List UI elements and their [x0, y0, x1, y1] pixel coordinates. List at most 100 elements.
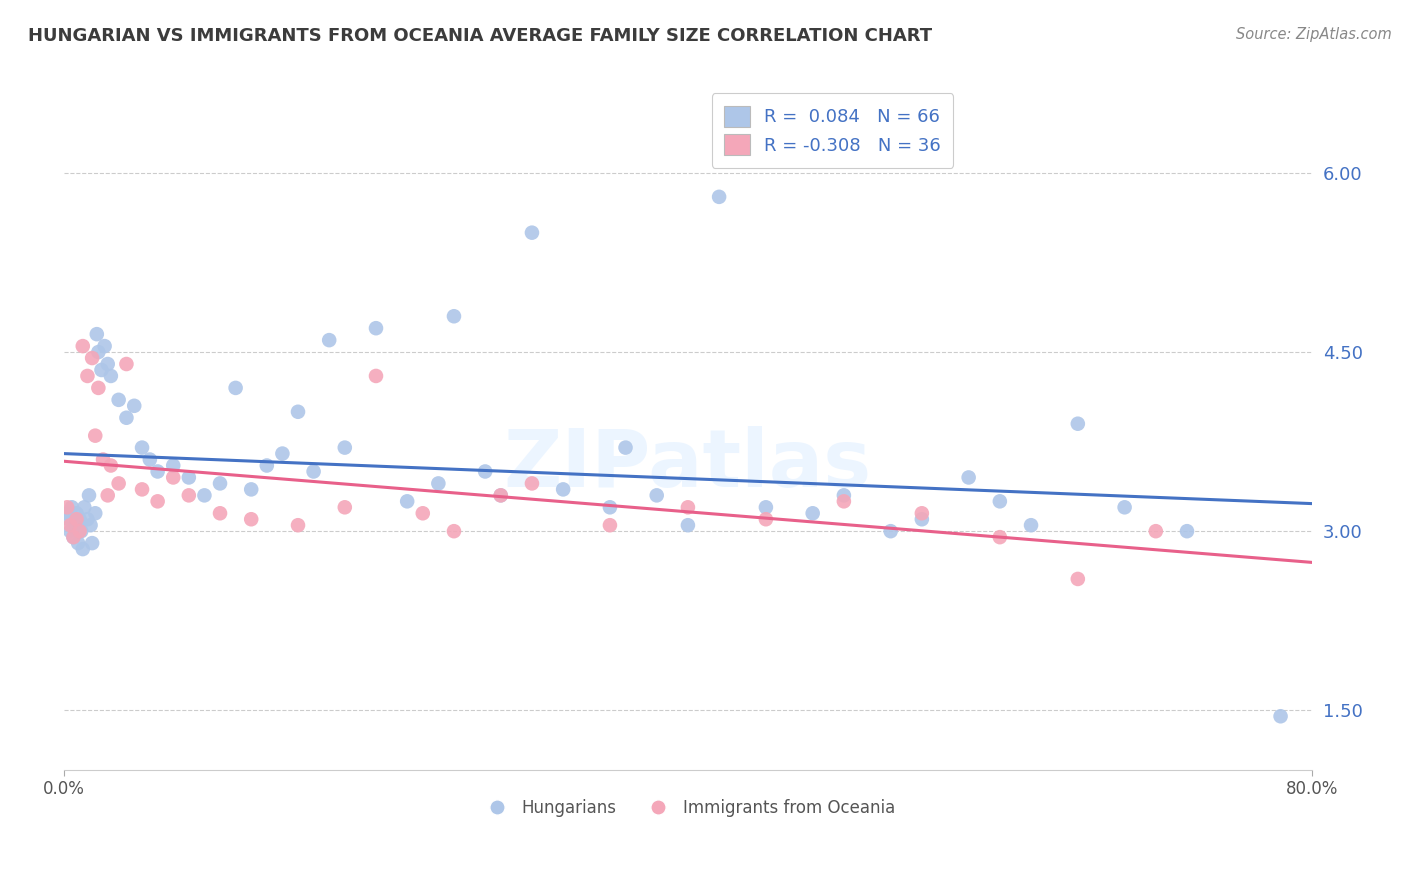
Point	[287, 405, 309, 419]
Point	[599, 500, 621, 515]
Legend: Hungarians, Immigrants from Oceania: Hungarians, Immigrants from Oceania	[474, 793, 903, 824]
Point	[82, 536, 104, 550]
Point	[676, 500, 699, 515]
Point	[107, 392, 129, 407]
Point	[162, 470, 184, 484]
Point	[84, 428, 107, 442]
Point	[287, 518, 309, 533]
Point	[69, 524, 91, 538]
Point	[474, 465, 496, 479]
Point	[76, 368, 98, 383]
Point	[97, 488, 120, 502]
Point	[1067, 417, 1090, 431]
Point	[87, 381, 110, 395]
Point	[100, 368, 122, 383]
Point	[86, 327, 108, 342]
Point	[832, 488, 855, 502]
Point	[364, 368, 387, 383]
Point	[911, 512, 934, 526]
Point	[489, 488, 512, 502]
Point	[56, 506, 79, 520]
Point	[957, 470, 980, 484]
Point	[91, 452, 114, 467]
Point	[302, 465, 325, 479]
Point	[1114, 500, 1136, 515]
Point	[427, 476, 450, 491]
Point	[139, 452, 162, 467]
Point	[73, 500, 96, 515]
Point	[553, 483, 575, 497]
Point	[122, 399, 145, 413]
Point	[67, 536, 90, 550]
Point	[59, 518, 82, 533]
Point	[911, 506, 934, 520]
Point	[256, 458, 278, 473]
Point	[193, 488, 215, 502]
Point	[443, 524, 465, 538]
Point	[755, 500, 778, 515]
Point	[87, 345, 110, 359]
Text: ZIPatlas: ZIPatlas	[503, 426, 872, 504]
Point	[56, 500, 79, 515]
Point	[599, 518, 621, 533]
Point	[69, 512, 91, 526]
Point	[131, 483, 153, 497]
Point	[520, 476, 543, 491]
Point	[1175, 524, 1198, 538]
Point	[1270, 709, 1292, 723]
Point	[76, 512, 98, 526]
Point	[79, 518, 101, 533]
Point	[62, 530, 84, 544]
Point	[520, 226, 543, 240]
Point	[115, 357, 138, 371]
Point	[82, 351, 104, 365]
Point	[60, 500, 83, 515]
Point	[412, 506, 434, 520]
Point	[146, 465, 169, 479]
Text: HUNGARIAN VS IMMIGRANTS FROM OCEANIA AVERAGE FAMILY SIZE CORRELATION CHART: HUNGARIAN VS IMMIGRANTS FROM OCEANIA AVE…	[28, 27, 932, 45]
Point	[177, 488, 200, 502]
Point	[364, 321, 387, 335]
Point	[72, 542, 94, 557]
Point	[62, 530, 84, 544]
Point	[271, 446, 294, 460]
Point	[115, 410, 138, 425]
Point	[755, 512, 778, 526]
Point	[146, 494, 169, 508]
Point	[879, 524, 901, 538]
Point	[988, 530, 1011, 544]
Point	[93, 339, 115, 353]
Point	[707, 190, 730, 204]
Point	[318, 333, 340, 347]
Point	[162, 458, 184, 473]
Point	[208, 476, 231, 491]
Point	[63, 518, 86, 533]
Point	[65, 506, 87, 520]
Point	[177, 470, 200, 484]
Point	[77, 488, 100, 502]
Point	[1067, 572, 1090, 586]
Point	[58, 512, 80, 526]
Point	[131, 441, 153, 455]
Point	[72, 339, 94, 353]
Point	[1019, 518, 1042, 533]
Point	[90, 363, 112, 377]
Point	[832, 494, 855, 508]
Point	[65, 512, 87, 526]
Point	[443, 310, 465, 324]
Text: Source: ZipAtlas.com: Source: ZipAtlas.com	[1236, 27, 1392, 42]
Point	[240, 512, 263, 526]
Point	[988, 494, 1011, 508]
Point	[489, 488, 512, 502]
Point	[333, 441, 356, 455]
Point	[240, 483, 263, 497]
Point	[107, 476, 129, 491]
Point	[225, 381, 247, 395]
Point	[333, 500, 356, 515]
Point	[801, 506, 824, 520]
Point	[676, 518, 699, 533]
Point	[59, 524, 82, 538]
Point	[208, 506, 231, 520]
Point	[396, 494, 419, 508]
Point	[614, 441, 637, 455]
